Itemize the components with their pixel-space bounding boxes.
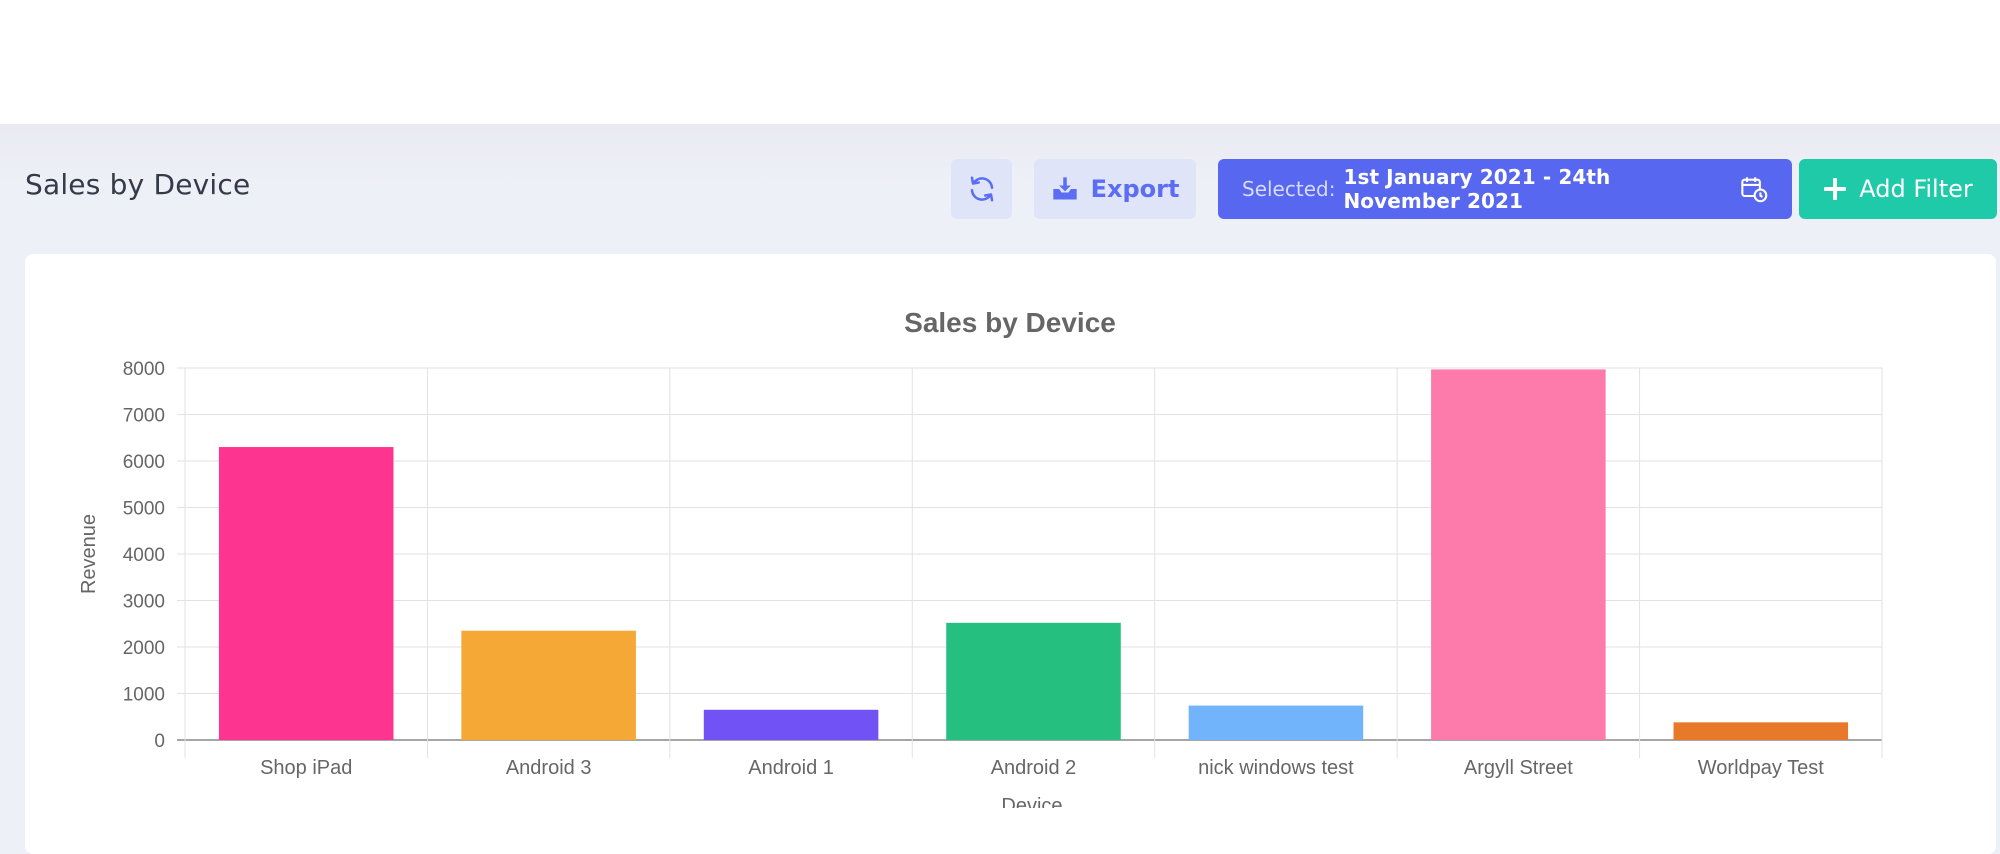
chart-card: 0 1000 2000 3000 4000 5000 6000 7000 8000 Shop iP… <box>25 254 1996 854</box>
y-axis-label: Revenue <box>78 514 100 594</box>
x-tick-label: Android 1 <box>748 757 834 779</box>
x-tick-label: Worldpay Test <box>1698 757 1824 779</box>
x-tick-label: Shop iPad <box>260 757 352 779</box>
add-filter-button[interactable]: Add Filter <box>1799 159 1997 219</box>
page-title: Sales by Device <box>25 168 251 201</box>
sales-by-device-chart: 0 1000 2000 3000 4000 5000 6000 7000 8000 Shop iP… <box>78 307 1883 808</box>
bar-nick-windows-test[interactable] <box>1188 705 1364 740</box>
y-tick-label: 5000 <box>123 499 165 520</box>
bar-worldpay-test[interactable] <box>1673 722 1849 740</box>
y-tick-label: 6000 <box>123 452 165 473</box>
x-tick-label: Argyll Street <box>1464 757 1573 779</box>
y-tick-label: 7000 <box>123 406 165 427</box>
chart-title: Sales by Device <box>904 307 1116 338</box>
bar-argyll-street[interactable] <box>1431 369 1606 740</box>
bar-android-3[interactable] <box>461 630 636 740</box>
export-button[interactable]: Export <box>1034 159 1196 219</box>
y-tick-label: 4000 <box>123 545 165 566</box>
download-icon <box>1051 175 1079 203</box>
y-tick-label: 3000 <box>123 592 165 613</box>
plus-icon <box>1823 177 1847 201</box>
refresh-button[interactable] <box>951 159 1012 219</box>
bar-android-1[interactable] <box>703 709 879 740</box>
x-tick-label: nick windows test <box>1198 757 1354 779</box>
date-selected-label: Selected: <box>1242 177 1336 201</box>
x-axis-label: Device <box>1001 795 1062 808</box>
calendar-clock-icon <box>1740 175 1768 203</box>
add-filter-label: Add Filter <box>1859 175 1973 203</box>
x-tick-label: Android 2 <box>991 757 1077 779</box>
top-header-bar <box>0 0 2000 124</box>
refresh-icon <box>967 174 997 204</box>
y-tick-label: 2000 <box>123 638 165 659</box>
bar-shop-ipad[interactable] <box>218 447 394 740</box>
export-label: Export <box>1090 175 1180 203</box>
x-tick-label: Android 3 <box>506 757 592 779</box>
date-range-picker[interactable]: Selected: 1st January 2021 - 24th Novemb… <box>1218 159 1792 219</box>
date-range-value: 1st January 2021 - 24th November 2021 <box>1343 165 1611 213</box>
y-tick-label: 0 <box>154 731 165 752</box>
bar-android-2[interactable] <box>946 622 1121 740</box>
y-tick-label: 1000 <box>123 685 165 706</box>
y-tick-label: 8000 <box>123 359 165 380</box>
